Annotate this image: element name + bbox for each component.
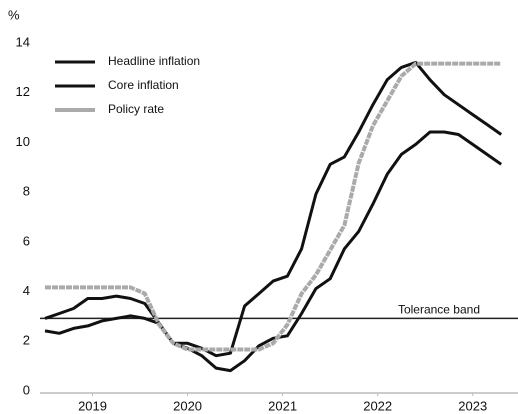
y-tick-label: 10 (16, 134, 30, 149)
x-tick-label: 2021 (268, 398, 297, 413)
y-tick-label: 14 (16, 34, 30, 49)
series-line (45, 61, 502, 352)
y-tick-label: 6 (23, 233, 30, 248)
y-axis-label: % (8, 7, 20, 22)
y-tick-label: 8 (23, 184, 30, 199)
legend-label: Policy rate (108, 102, 164, 116)
y-tick-label: 0 (23, 382, 30, 397)
y-tick-label: 2 (23, 333, 30, 348)
series-line (44, 130, 503, 373)
reference-label: Tolerance band (398, 303, 480, 317)
legend-label: Core inflation (108, 78, 179, 92)
x-tick-label: 2023 (458, 398, 487, 413)
series-line (44, 60, 503, 358)
x-tick-label: 2019 (78, 398, 107, 413)
x-tick-label: 2020 (173, 398, 202, 413)
y-tick-label: 4 (23, 283, 30, 298)
legend-label: Headline inflation (108, 54, 200, 68)
x-tick-label: 2022 (363, 398, 392, 413)
y-tick-label: 12 (16, 84, 30, 99)
